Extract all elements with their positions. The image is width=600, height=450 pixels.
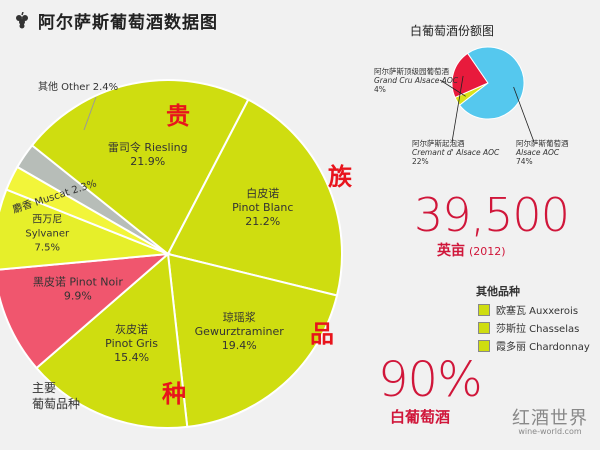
brand-logo: 红酒世界 wine-world.com [512, 404, 588, 436]
area-year: (2012) [469, 245, 506, 258]
legend-item: 霞多丽 Chardonnay [478, 338, 590, 353]
white-share-leader-lines [439, 75, 535, 143]
leader-line [513, 86, 535, 143]
slice-label: 琼瑶浆 Gewurztraminer 19.4% [195, 310, 285, 352]
slice-label: 白皮诺 Pinot Blanc 21.2% [232, 186, 293, 228]
overlay-char: 贵 [166, 102, 190, 130]
white-share-title: 白葡萄酒份额图 [410, 24, 495, 38]
overlay-char: 族 [328, 163, 353, 191]
leader-line [439, 79, 466, 97]
legend-title: 其他品种 [476, 285, 520, 298]
slice-label: 西万尼 Sylvaner 7.5% [25, 214, 70, 254]
grape-icon [16, 11, 28, 28]
share-label: 阿尔萨斯顶级园葡萄酒 Grand Cru Alsace AOC 4% [374, 66, 459, 94]
legend-swatch [478, 339, 490, 352]
pie-slice [166, 252, 339, 429]
main-label-line: 主要 [32, 381, 57, 395]
brand-name: 红酒世界 [512, 408, 588, 429]
leader-line [451, 75, 464, 143]
slice-label: 灰皮诺 Pinot Gris 15.4% [105, 322, 158, 364]
share-label: 阿尔萨斯葡萄酒 Alsace AOC 74% [515, 138, 569, 166]
pie-slice [0, 252, 172, 370]
main-label-line: 葡萄品种 [32, 397, 81, 411]
legend-label: 欧塞瓦 Auxxerois [496, 306, 579, 317]
slice-label: 雷司令 Riesling 21.9% [108, 140, 188, 168]
main-varieties-label: 主要 葡萄品种 [32, 380, 80, 412]
white-share-value: 90% [378, 352, 483, 408]
legend-swatch [478, 321, 490, 334]
slice-label: 黑皮诺 Pinot Noir 9.9% [33, 275, 123, 302]
page-title: 阿尔萨斯葡萄酒数据图 [38, 13, 218, 33]
legend-label: 霞多丽 Chardonnay [496, 342, 590, 353]
pie-slice [35, 251, 189, 429]
white-share-labels: 阿尔萨斯顶级园葡萄酒 Grand Cru Alsace AOC 4% 阿尔萨斯起泡酒 C… [374, 66, 569, 166]
brand-url: wine-world.com [518, 427, 582, 436]
overlay-char: 品 [310, 320, 334, 348]
area-unit: 英亩 [437, 243, 465, 259]
white-share-label: 白葡萄酒 [390, 408, 451, 426]
pie-slice [166, 98, 344, 297]
area-value: 39,500 [414, 188, 570, 242]
white-share-pie-chart [451, 46, 525, 120]
other-leader-line [83, 96, 97, 131]
area-unit-row: 英亩 (2012) [437, 240, 506, 260]
main-pie-chart [0, 79, 344, 429]
share-label: 阿尔萨斯起泡酒 Cremant d' Alsace AOC 22% [412, 138, 500, 166]
legend-item: 欧塞瓦 Auxxerois [478, 302, 578, 317]
overlay-char: 种 [162, 380, 186, 408]
legend-item: 莎斯拉 Chasselas [478, 320, 579, 335]
slice-label: 其他 Other 2.4% [38, 80, 118, 93]
legend-swatch [478, 303, 490, 316]
page-header: 阿尔萨斯葡萄酒数据图 [14, 8, 218, 33]
pie-slice [458, 46, 525, 120]
pie-slice [5, 165, 169, 255]
legend-label: 莎斯拉 Chasselas [496, 324, 580, 335]
